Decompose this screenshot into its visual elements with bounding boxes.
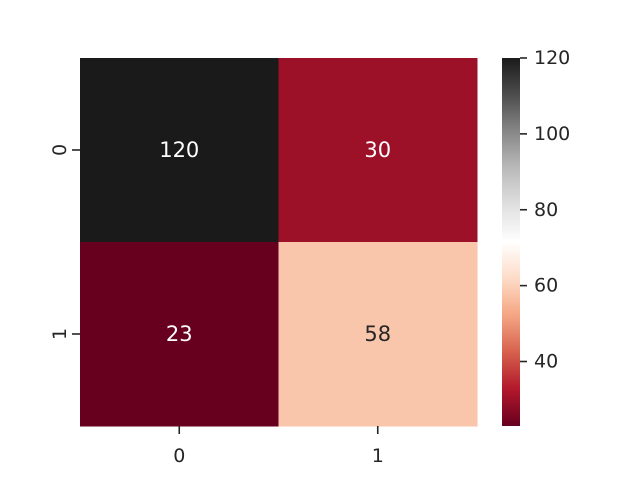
- heatmap-cell-0-1: [278, 58, 478, 243]
- x-tick-label: 1: [372, 445, 384, 467]
- heatmap-cell-0-0: [80, 58, 279, 243]
- colorbar-tick-label: 120: [534, 47, 570, 69]
- y-axis: 01: [49, 144, 80, 340]
- colorbar-tick-label: 80: [534, 199, 558, 221]
- heatmap-cells: [80, 58, 478, 427]
- colorbar-tick-label: 40: [534, 351, 558, 373]
- cell-annotations: 120 30 23 58: [159, 138, 391, 346]
- colorbar-tick-label: 60: [534, 275, 558, 297]
- colorbar: 40 60 80 100 120: [502, 47, 570, 426]
- y-tick-label: 0: [49, 144, 71, 156]
- x-tick-label: 0: [173, 445, 185, 467]
- cell-label-1-1: 58: [364, 322, 391, 346]
- heatmap-cell-1-0: [80, 242, 279, 427]
- y-tick-label: 1: [49, 328, 71, 340]
- cell-label-0-0: 120: [159, 138, 199, 162]
- colorbar-tick-label: 100: [534, 123, 570, 145]
- heatmap-cell-1-1: [278, 242, 478, 427]
- colorbar-gradient: [502, 58, 520, 426]
- cell-label-0-1: 30: [364, 138, 391, 162]
- cell-label-1-0: 23: [166, 322, 193, 346]
